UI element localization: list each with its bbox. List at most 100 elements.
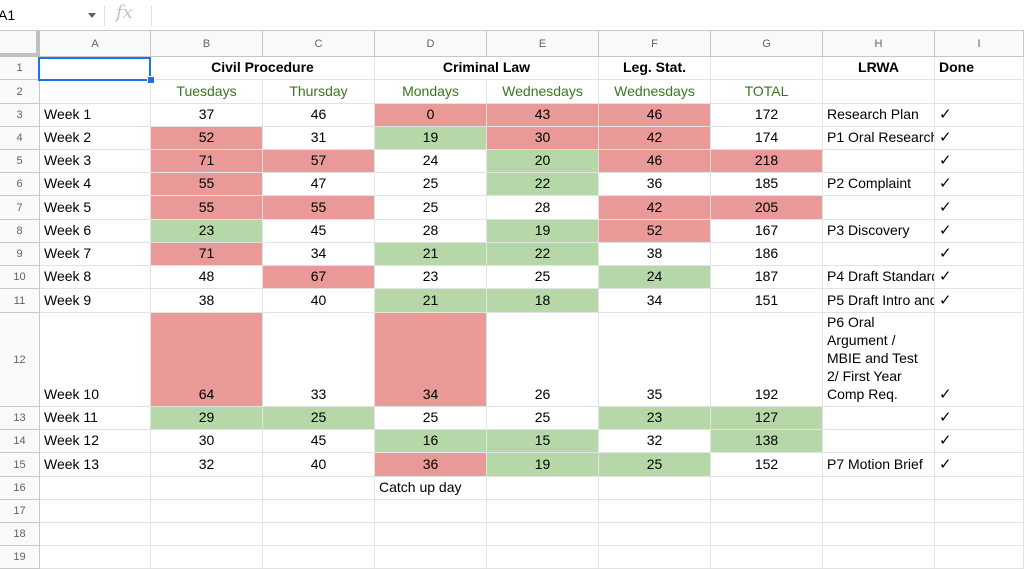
- value-cell[interactable]: 30: [151, 430, 263, 453]
- note-cell[interactable]: Catch up day: [375, 477, 487, 500]
- column-header-c[interactable]: C: [263, 31, 375, 57]
- cell[interactable]: [711, 523, 823, 546]
- header-leg-stat[interactable]: Leg. Stat.: [599, 57, 711, 80]
- value-cell[interactable]: 151: [711, 289, 823, 313]
- lrwa-cell[interactable]: [823, 407, 935, 430]
- value-cell[interactable]: 25: [487, 266, 599, 289]
- value-cell[interactable]: 23: [151, 220, 263, 243]
- value-cell[interactable]: 55: [151, 196, 263, 220]
- column-header-h[interactable]: H: [823, 31, 935, 57]
- cell[interactable]: [263, 546, 375, 569]
- value-cell[interactable]: 33: [263, 313, 375, 407]
- select-all-corner[interactable]: [0, 31, 39, 57]
- checkmark-icon[interactable]: ✓: [935, 407, 1024, 430]
- week-label[interactable]: Week 4: [40, 173, 151, 196]
- value-cell[interactable]: 43: [487, 104, 599, 127]
- checkmark-icon[interactable]: ✓: [935, 289, 1024, 313]
- cell[interactable]: [151, 500, 263, 523]
- cell[interactable]: [823, 546, 935, 569]
- row-header[interactable]: 9: [0, 243, 40, 266]
- header-criminal-law[interactable]: Criminal Law: [375, 57, 599, 80]
- value-cell[interactable]: 192: [711, 313, 823, 407]
- row-header[interactable]: 1: [0, 57, 40, 80]
- value-cell[interactable]: 21: [375, 289, 487, 313]
- lrwa-cell[interactable]: [823, 430, 935, 453]
- row-header[interactable]: 8: [0, 220, 40, 243]
- fill-handle[interactable]: [147, 76, 155, 84]
- value-cell[interactable]: 42: [599, 127, 711, 150]
- cell[interactable]: [263, 523, 375, 546]
- checkmark-icon[interactable]: ✓: [935, 313, 1024, 407]
- value-cell[interactable]: 25: [263, 407, 375, 430]
- cell[interactable]: [151, 546, 263, 569]
- value-cell[interactable]: 36: [599, 173, 711, 196]
- cell[interactable]: [375, 500, 487, 523]
- lrwa-cell[interactable]: P1 Oral Research: [823, 127, 935, 150]
- value-cell[interactable]: 22: [487, 243, 599, 266]
- value-cell[interactable]: 24: [599, 266, 711, 289]
- cell[interactable]: [40, 500, 151, 523]
- freeze-handle[interactable]: [0, 53, 40, 57]
- value-cell[interactable]: 19: [375, 127, 487, 150]
- value-cell[interactable]: 138: [711, 430, 823, 453]
- week-label[interactable]: Week 12: [40, 430, 151, 453]
- cell[interactable]: [823, 477, 935, 500]
- week-label[interactable]: Week 11: [40, 407, 151, 430]
- checkmark-icon[interactable]: ✓: [935, 173, 1024, 196]
- value-cell[interactable]: 167: [711, 220, 823, 243]
- cell[interactable]: [599, 546, 711, 569]
- lrwa-cell[interactable]: [823, 196, 935, 220]
- row-header[interactable]: 5: [0, 150, 40, 173]
- value-cell[interactable]: 46: [263, 104, 375, 127]
- cell[interactable]: [935, 477, 1024, 500]
- freeze-handle[interactable]: [36, 31, 40, 57]
- value-cell[interactable]: 24: [375, 150, 487, 173]
- value-cell[interactable]: 37: [151, 104, 263, 127]
- value-cell[interactable]: 18: [487, 289, 599, 313]
- column-header-a[interactable]: A: [40, 31, 151, 57]
- cell[interactable]: [151, 477, 263, 500]
- value-cell[interactable]: 19: [487, 453, 599, 477]
- checkmark-icon[interactable]: ✓: [935, 430, 1024, 453]
- value-cell[interactable]: 187: [711, 266, 823, 289]
- cell[interactable]: [40, 80, 151, 104]
- cell[interactable]: [263, 477, 375, 500]
- header-lrwa[interactable]: LRWA: [823, 57, 935, 80]
- header-civil-procedure[interactable]: Civil Procedure: [151, 57, 375, 80]
- chevron-down-icon[interactable]: [88, 13, 96, 18]
- subheader-d[interactable]: Mondays: [375, 80, 487, 104]
- cell[interactable]: [823, 500, 935, 523]
- value-cell[interactable]: 67: [263, 266, 375, 289]
- value-cell[interactable]: 46: [599, 150, 711, 173]
- week-label[interactable]: Week 5: [40, 196, 151, 220]
- cell[interactable]: [487, 523, 599, 546]
- value-cell[interactable]: 52: [599, 220, 711, 243]
- checkmark-icon[interactable]: ✓: [935, 196, 1024, 220]
- cell[interactable]: [711, 500, 823, 523]
- value-cell[interactable]: 42: [599, 196, 711, 220]
- row-header[interactable]: 3: [0, 104, 40, 127]
- week-label[interactable]: Week 7: [40, 243, 151, 266]
- checkmark-icon[interactable]: ✓: [935, 453, 1024, 477]
- value-cell[interactable]: 45: [263, 430, 375, 453]
- value-cell[interactable]: 25: [375, 407, 487, 430]
- value-cell[interactable]: 218: [711, 150, 823, 173]
- lrwa-cell[interactable]: P2 Complaint: [823, 173, 935, 196]
- row-header[interactable]: 15: [0, 453, 40, 477]
- value-cell[interactable]: 25: [375, 196, 487, 220]
- value-cell[interactable]: 34: [375, 313, 487, 407]
- value-cell[interactable]: 40: [263, 289, 375, 313]
- row-header[interactable]: 12: [0, 313, 40, 407]
- header-done[interactable]: Done: [935, 57, 1024, 80]
- row-header[interactable]: 14: [0, 430, 40, 453]
- subheader-f[interactable]: Wednesdays: [599, 80, 711, 104]
- value-cell[interactable]: 25: [487, 407, 599, 430]
- cell[interactable]: [823, 80, 935, 104]
- value-cell[interactable]: 32: [151, 453, 263, 477]
- checkmark-icon[interactable]: ✓: [935, 127, 1024, 150]
- value-cell[interactable]: 30: [487, 127, 599, 150]
- value-cell[interactable]: 55: [151, 173, 263, 196]
- cell[interactable]: [263, 500, 375, 523]
- value-cell[interactable]: 174: [711, 127, 823, 150]
- row-header[interactable]: 10: [0, 266, 40, 289]
